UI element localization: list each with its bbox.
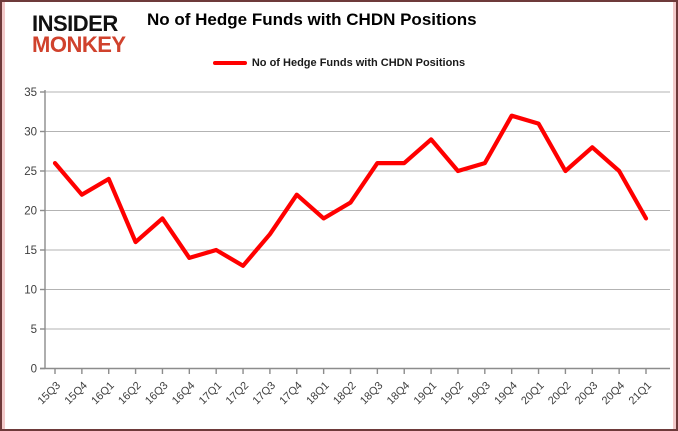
x-tick-label: 20Q1 [519,380,547,408]
y-tick-label: 10 [24,285,37,297]
series-line-hedge-funds [52,113,649,268]
chart-title: No of Hedge Funds with CHDN Positions [147,10,477,29]
y-tick-label: 30 [24,127,37,139]
x-tick-label: 15Q4 [62,380,90,408]
x-tick-label: 18Q3 [358,380,386,408]
y-tick-label: 20 [24,206,37,218]
x-tick-label: 16Q2 [116,380,144,408]
x-tick-label: 19Q3 [465,380,493,408]
x-tick-label: 17Q3 [251,380,279,408]
logo-line-monkey: MONKEY [32,31,126,57]
x-tick-label: 16Q3 [143,380,171,408]
x-tick-label: 19Q2 [439,380,467,408]
x-tick-label: 17Q1 [197,380,225,408]
x-tick-label: 19Q1 [412,380,440,408]
x-tick-label: 15Q3 [36,380,64,408]
x-tick-label: 16Q4 [170,380,198,408]
x-tick-label: 16Q1 [89,380,117,408]
x-tick-label: 21Q1 [627,380,655,408]
y-tick-label: 25 [24,166,37,178]
x-tick-label: 17Q2 [224,380,252,408]
legend-label: No of Hedge Funds with CHDN Positions [251,57,466,69]
y-tick-label: 15 [24,245,37,257]
logo-line-insider: INSIDER [32,11,118,36]
legend: No of Hedge Funds with CHDN Positions [2,57,676,69]
y-tick-label: 0 [31,364,37,376]
x-tick-label: 17Q4 [277,380,305,408]
x-tick-label: 20Q3 [573,380,601,408]
legend-line-swatch [212,61,247,65]
insider-monkey-logo: INSIDER MONKEY [32,11,126,57]
y-tick-label: 5 [31,324,37,336]
x-tick-label: 18Q4 [385,380,413,408]
x-tick-label: 20Q4 [600,380,628,408]
y-tick-label: 35 [24,87,37,99]
x-tick-label: 18Q1 [304,380,332,408]
x-tick-label: 18Q2 [331,380,359,408]
x-tick-label: 19Q4 [492,380,520,408]
x-tick-label: 20Q2 [546,380,574,408]
